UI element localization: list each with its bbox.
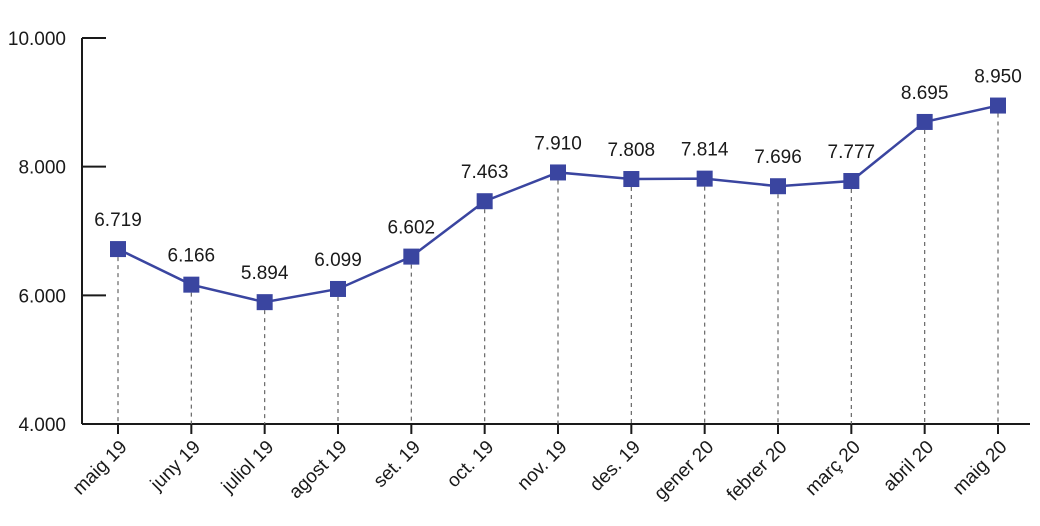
x-tick-label: agost 19 (285, 437, 351, 503)
x-tick-label: maig 19 (69, 437, 132, 500)
data-label: 6.166 (168, 246, 216, 267)
data-label: 6.099 (314, 250, 362, 271)
data-label: 8.950 (974, 67, 1022, 88)
data-label: 7.808 (608, 140, 656, 161)
data-label: 7.814 (681, 140, 729, 161)
data-point-marker (990, 97, 1006, 114)
data-label: 6.719 (94, 210, 142, 231)
data-label: 6.602 (388, 218, 436, 239)
data-label: 5.894 (241, 263, 289, 284)
y-tick-label: 4.000 (18, 415, 66, 436)
data-label: 8.695 (901, 83, 949, 104)
x-tick-label: maig 20 (949, 437, 1012, 500)
x-tick-label: set. 19 (370, 437, 425, 492)
x-tick-label: gener 20 (650, 437, 718, 505)
y-tick-label: 8.000 (18, 158, 66, 179)
data-point-marker (696, 170, 713, 187)
data-point-marker (256, 294, 273, 311)
data-point-marker (476, 193, 493, 210)
x-tick-label: oct. 19 (443, 437, 498, 492)
data-point-marker (770, 178, 786, 195)
data-point-marker (916, 113, 933, 130)
x-tick-label: des. 19 (586, 437, 645, 496)
y-tick-label: 10.000 (8, 29, 66, 50)
data-point-marker (110, 241, 126, 258)
data-label: 7.910 (534, 133, 582, 154)
y-tick-label: 6.000 (18, 286, 66, 307)
x-tick-label: març 20 (801, 437, 864, 500)
x-tick-label: febrer 20 (723, 437, 792, 506)
data-label: 7.777 (828, 142, 876, 163)
data-point-marker (550, 164, 566, 181)
x-tick-label: juny 19 (146, 437, 205, 496)
x-tick-label: juliol 19 (217, 437, 278, 498)
data-label: 7.696 (754, 147, 802, 168)
data-point-marker (843, 173, 860, 190)
data-point-marker (403, 248, 420, 265)
x-tick-label: abril 20 (879, 437, 938, 496)
data-point-marker (623, 171, 640, 188)
data-label: 7.463 (461, 162, 509, 183)
x-tick-label: nov. 19 (514, 437, 572, 495)
data-point-marker (330, 280, 346, 297)
data-point-marker (183, 276, 200, 293)
